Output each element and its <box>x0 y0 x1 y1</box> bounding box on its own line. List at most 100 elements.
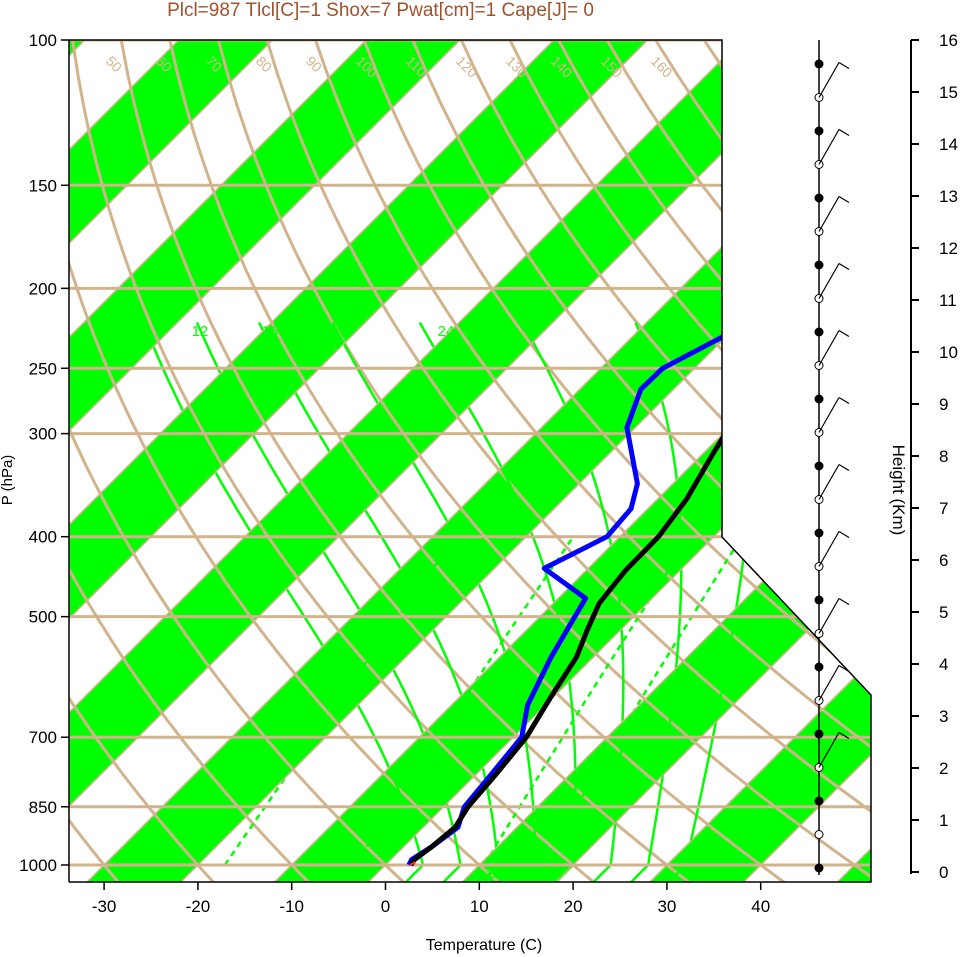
isotherm-line <box>179 40 871 882</box>
mixing-ratio-label: 1 <box>306 865 314 882</box>
wind-barb <box>818 330 840 366</box>
mixing-ratio-label: 16 <box>262 323 279 340</box>
isotherm-line <box>461 40 871 882</box>
wind-barb-flag <box>838 195 850 204</box>
wind-level-marker <box>814 461 824 471</box>
isotherm-line <box>69 40 649 882</box>
moist-adiabat <box>521 321 625 882</box>
dry-adiabat <box>411 40 871 882</box>
y-axis-label: P (hPa) <box>0 455 16 506</box>
height-tick-label: 6 <box>939 551 948 570</box>
wind-barb-flag <box>838 329 850 338</box>
isotherm-label: 120 <box>453 53 481 81</box>
wind-barb-flag <box>838 597 850 606</box>
dry-adiabat <box>459 40 871 882</box>
wind-barb <box>818 129 840 165</box>
pressure-tick-label: 100 <box>29 31 57 50</box>
isotherm-line <box>648 40 871 882</box>
parcel-path <box>409 861 417 866</box>
wind-barb-flag <box>838 61 850 70</box>
dry-adiabat <box>265 40 871 882</box>
dry-adiabat <box>71 40 596 882</box>
temperature-tick-label: 40 <box>751 897 770 916</box>
height-tick-label: 16 <box>939 31 958 50</box>
wind-barb <box>818 62 840 98</box>
dry-adiabat <box>69 40 501 882</box>
isotherm-line <box>69 40 274 882</box>
wind-barb-flag <box>838 530 850 539</box>
height-tick-label: 1 <box>939 811 948 830</box>
pressure-tick-label: 700 <box>29 728 57 747</box>
isotherm-line <box>69 40 555 882</box>
wind-level-marker <box>814 863 824 873</box>
height-tick-label: 7 <box>939 499 948 518</box>
wind-barb-flag <box>838 396 850 405</box>
height-tick-label: 2 <box>939 759 948 778</box>
isotherm-line <box>69 40 836 882</box>
pressure-tick-label: 250 <box>29 359 57 378</box>
pressure-tick-label: 500 <box>29 608 57 627</box>
moist-adiabat <box>142 322 425 882</box>
height-tick-label: 11 <box>939 291 957 310</box>
wind-level-marker <box>814 394 824 404</box>
height-tick-label: 9 <box>939 395 948 414</box>
height-axis-label: Height (Km) <box>889 445 908 536</box>
wind-level-marker <box>814 595 824 605</box>
pressure-tick-label: 850 <box>29 798 57 817</box>
height-tick-label: 12 <box>939 239 958 258</box>
height-tick-label: 0 <box>939 863 948 882</box>
mixing-ratio-label: 24 <box>438 323 455 340</box>
wind-barb <box>818 732 840 768</box>
wind-barb <box>818 665 840 701</box>
pressure-tick-label: 400 <box>29 528 57 547</box>
wind-barb-flag <box>838 128 850 137</box>
temperature-tick-label: 30 <box>657 897 676 916</box>
pressure-tick-label: 300 <box>29 425 57 444</box>
height-tick-label: 4 <box>939 655 948 674</box>
wind-barb <box>818 464 840 500</box>
wind-barb-flag <box>838 463 850 472</box>
isotherm-line <box>69 40 743 882</box>
height-tick-label: 14 <box>939 135 958 154</box>
mixing-ratio-label: 32 <box>649 323 666 340</box>
moist-adiabat <box>629 322 683 882</box>
wind-barb <box>818 397 840 433</box>
chart-title: Plcl=987 Tlcl[C]=1 Shox=7 Pwat[cm]=1 Cap… <box>167 0 594 21</box>
height-tick-label: 8 <box>939 447 948 466</box>
mixing-ratio-label: 12 <box>192 323 209 340</box>
temperature-tick-label: -30 <box>92 897 117 916</box>
moist-adiabat <box>257 321 500 882</box>
height-tick-label: 10 <box>939 343 958 362</box>
x-axis-label: Temperature (C) <box>426 937 542 954</box>
isotherm-line <box>555 40 871 882</box>
moist-adiabat <box>331 321 537 882</box>
wind-level-marker <box>814 528 824 538</box>
isotherm-line <box>273 40 871 882</box>
height-tick-label: 5 <box>939 603 948 622</box>
wind-level-marker <box>814 796 824 806</box>
pressure-tick-label: 150 <box>29 176 57 195</box>
temperature-profile <box>408 55 871 867</box>
dry-adiabat <box>69 40 120 882</box>
height-tick-label: 13 <box>939 187 958 206</box>
isotherm-line <box>69 40 461 882</box>
mixing-ratio-line <box>483 536 692 866</box>
wind-level-marker <box>814 729 824 739</box>
wind-barb-flag <box>838 731 850 740</box>
wind-barb-flag <box>838 664 850 673</box>
temperature-tick-label: -10 <box>279 897 304 916</box>
isotherm-line <box>69 40 367 882</box>
wind-barb <box>818 263 840 299</box>
isotherm-label: 50 <box>103 53 125 75</box>
mixing-ratio-label: 8 <box>489 865 497 882</box>
dry-adiabat <box>947 40 961 883</box>
pressure-tick-label: 200 <box>29 279 57 298</box>
temperature-tick-label: 10 <box>470 897 489 916</box>
wind-level-marker <box>814 193 824 203</box>
dry-adiabat <box>69 40 215 882</box>
moist-adiabat <box>418 321 577 882</box>
wind-level-marker <box>814 830 824 839</box>
wind-level-marker <box>814 327 824 337</box>
temperature-band <box>69 40 648 882</box>
